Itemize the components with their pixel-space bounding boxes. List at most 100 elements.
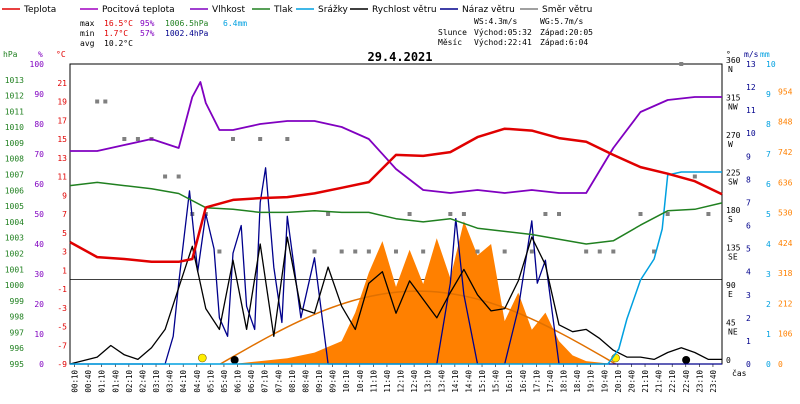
axis-dir-tick: 315 — [726, 94, 741, 103]
wind-direction-point — [679, 62, 684, 66]
series-sun-arc — [219, 290, 616, 365]
axis-time-tick: 13:40 — [437, 370, 446, 393]
axis-dir-compass: SE — [728, 253, 738, 262]
legend-wind-speed: Rychlost větru — [350, 5, 437, 15]
axis-ms-tick: 8 — [746, 175, 751, 184]
axis-time-tick: 11:40 — [383, 370, 392, 393]
wind-direction-point — [638, 212, 643, 216]
axis-ticks: 1013101210111010100910081007100610051004… — [5, 56, 793, 393]
moon-set: Západ:6:04 — [540, 38, 588, 47]
axis-temp-tick: 3 — [62, 248, 67, 257]
axis-pct-tick: 0 — [39, 360, 44, 369]
series-precipitation — [70, 171, 722, 365]
axis-wm2-tick: 530 — [778, 209, 793, 218]
wind-direction-point — [326, 212, 331, 216]
axis-pct-tick: 50 — [34, 210, 44, 219]
legend: Teplota Pocitová teplota Vlhkost Tlak Sr… — [2, 5, 592, 15]
wind-direction-point — [421, 249, 426, 254]
stats-max-label: max — [80, 19, 95, 28]
axis-time-tick: 20:40 — [627, 370, 636, 393]
axis-ms-tick: 13 — [746, 60, 756, 69]
axis-temp-tick: -5 — [57, 323, 67, 332]
axis-ms-tick: 5 — [746, 245, 751, 254]
stats-avg-label: avg — [80, 39, 95, 48]
axis-hpa-tick: 1005 — [5, 202, 24, 211]
axis-hpa-tick: 1001 — [5, 265, 24, 274]
axis-temp-tick: -7 — [57, 341, 67, 350]
axis-mm-tick: 2 — [766, 300, 771, 309]
axis-time-tick: 22:10 — [668, 370, 677, 393]
wind-direction-point — [217, 249, 222, 254]
axis-mm-tick: 3 — [766, 270, 771, 279]
legend-label-wind-direction: Směr větru — [542, 5, 592, 15]
axis-time-tick: 05:10 — [206, 370, 215, 393]
axis-hpa-tick: 998 — [10, 313, 25, 322]
axis-time-tick: 01:10 — [98, 370, 107, 393]
axis-ms-tick: 0 — [746, 360, 751, 369]
axis-wm2-tick: 212 — [778, 299, 793, 308]
axis-hpa-tick: 1012 — [5, 92, 24, 101]
axis-time-tick: 00:10 — [71, 370, 80, 393]
axis-dir-compass: N — [728, 65, 733, 74]
wind-direction-point — [584, 249, 589, 254]
stats-min-humidity: 57% — [140, 29, 155, 38]
axis-time-tick: 06:40 — [247, 370, 256, 393]
wind-direction-point — [122, 137, 127, 141]
axis-wm2-tick: 318 — [778, 269, 793, 278]
axis-wm2-tick: 106 — [778, 330, 793, 339]
axis-pct-tick: 60 — [34, 180, 44, 189]
axis-ms-tick: 10 — [746, 129, 756, 138]
wind-ws: WS:4.3m/s — [474, 17, 518, 26]
legend-label-pressure: Tlak — [273, 5, 294, 15]
axis-time-tick: 19:40 — [600, 370, 609, 393]
axis-time-tick: 17:10 — [532, 370, 541, 393]
axis-time-tick: 08:10 — [288, 370, 297, 393]
axis-dir-tick: 180 — [726, 206, 741, 215]
axis-pct-tick: 90 — [34, 90, 44, 99]
axis-dir-compass: S — [728, 215, 733, 224]
axis-hpa-tick: 1013 — [5, 76, 24, 85]
wind-wg: WG:5.7m/s — [540, 17, 584, 26]
axis-hpa-tick: 1003 — [5, 234, 24, 243]
axis-time-tick: 18:10 — [560, 370, 569, 393]
axis-wm2-tick: 0 — [778, 360, 783, 369]
axis-hpa-tick: 1007 — [5, 171, 24, 180]
axis-temp-tick: 1 — [62, 266, 67, 275]
moon-rise: Východ:22:41 — [474, 38, 532, 47]
sun-label: Slunce — [438, 28, 467, 37]
axis-mm-tick: 0 — [766, 360, 771, 369]
axis-mm-tick: 1 — [766, 330, 771, 339]
wind-direction-point — [557, 212, 561, 216]
axis-time-tick: 23:40 — [709, 370, 718, 393]
axis-time-tick: 00:40 — [84, 370, 93, 393]
axis-time-tick: 10:40 — [356, 370, 365, 393]
legend-label-wind-gust: Náraz větru — [462, 5, 515, 15]
wind-direction-point — [163, 174, 168, 179]
series-pressure — [69, 181, 723, 245]
axis-temp-tick: 9 — [62, 191, 67, 200]
wind-direction-point — [366, 249, 371, 254]
axis-mm-tick: 5 — [766, 210, 771, 219]
axis-temp-tick: 21 — [57, 79, 67, 88]
axis-hpa-tick: 1006 — [5, 186, 24, 195]
wind-direction-point — [258, 137, 263, 141]
axis-mm-tick: 8 — [766, 120, 771, 129]
axis-time-tick: 12:40 — [410, 370, 419, 393]
chart-title: 29.4.2021 — [367, 50, 432, 64]
wind-direction-point — [529, 249, 534, 254]
astro-panel: WS:4.3m/s WG:5.7m/s Slunce Východ:05:32 … — [438, 17, 593, 47]
axis-temp-tick: 11 — [57, 173, 67, 182]
axis-wm2-tick: 742 — [778, 148, 793, 157]
plot-area — [69, 62, 723, 365]
series-wind-speed — [69, 236, 722, 365]
axis-dir-tick: 270 — [726, 131, 741, 140]
axis-dir-tick: 0 — [726, 356, 731, 365]
axis-time-tick: 08:40 — [301, 370, 310, 393]
axis-hpa-tick: 1002 — [5, 249, 24, 258]
wind-direction-point — [543, 212, 548, 216]
axis-ms-tick: 6 — [746, 222, 751, 231]
axis-hpa-tick: 1004 — [5, 218, 24, 227]
axis-ms-tick: 7 — [746, 198, 751, 207]
legend-pressure: Tlak — [252, 5, 294, 15]
